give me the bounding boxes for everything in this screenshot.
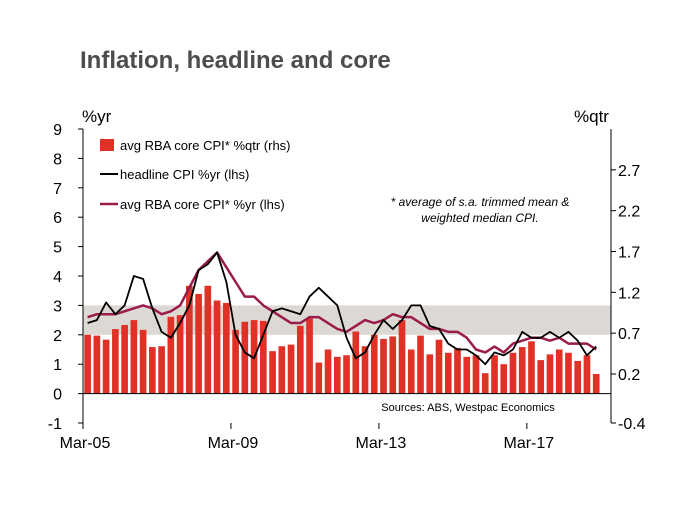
- bar-core-qtr-50: [546, 354, 554, 394]
- x-tick-label: Mar-13: [356, 435, 407, 452]
- bar-core-qtr-4: [121, 325, 128, 394]
- bar-core-qtr-2: [102, 339, 110, 394]
- bar-core-qtr-6: [139, 329, 147, 394]
- bar-core-qtr-53: [574, 360, 582, 394]
- axes: [78, 128, 616, 429]
- line-headline-yr: [87, 251, 597, 366]
- bar-core-qtr-38: [435, 339, 443, 394]
- bar-core-qtr-46: [509, 352, 517, 394]
- bar-core-qtr-10: [176, 315, 184, 394]
- right-tick-label: 2.2: [618, 204, 640, 221]
- note-line-2: weighted median CPI.: [421, 211, 538, 225]
- bar-core-qtr-33: [389, 336, 397, 394]
- bar-core-qtr-30: [361, 346, 369, 394]
- legend-core-label: avg RBA core CPI* %yr (lhs): [120, 197, 285, 212]
- right-tick-label: 0.7: [618, 326, 640, 343]
- bar-core-qtr-25: [315, 362, 323, 394]
- bar-core-qtr-43: [481, 373, 489, 394]
- right-tick-label: 2.7: [618, 163, 640, 180]
- x-tick-label: Mar-05: [60, 435, 111, 452]
- right-tick-label: -0.4: [618, 416, 646, 433]
- bar-core-qtr-20: [269, 351, 276, 394]
- right-tick-label: 1.7: [618, 245, 640, 262]
- bar-core-qtr-26: [324, 349, 332, 394]
- bar-core-qtr-37: [426, 354, 434, 394]
- legend-bars-swatch: [100, 139, 114, 151]
- bar-core-qtr-23: [296, 325, 304, 394]
- legend-headline-label: headline CPI %yr (lhs): [120, 167, 249, 182]
- left-tick-label: 6: [53, 210, 62, 227]
- bar-core-qtr-54: [583, 355, 591, 394]
- left-axis-unit: %yr: [82, 107, 112, 126]
- left-tick-label: 9: [53, 122, 62, 139]
- bar-core-qtr-51: [555, 349, 563, 394]
- bar-core-qtr-24: [306, 318, 313, 394]
- bar-core-qtr-55: [592, 374, 600, 394]
- x-tick-label: Mar-09: [208, 435, 259, 452]
- right-tick-label: 0.2: [618, 367, 640, 384]
- bar-core-qtr-40: [454, 347, 461, 394]
- bar-core-qtr-42: [472, 355, 480, 394]
- bar-core-qtr-14: [213, 300, 221, 394]
- bar-core-qtr-34: [398, 320, 406, 394]
- left-tick-label: -1: [48, 416, 62, 433]
- left-tick-label: 0: [53, 387, 62, 404]
- bar-core-qtr-41: [463, 356, 471, 394]
- left-tick-label: 8: [53, 151, 62, 168]
- bar-core-qtr-11: [186, 285, 193, 394]
- bar-core-qtr-47: [518, 347, 526, 394]
- left-tick-label: 3: [53, 298, 62, 315]
- bar-core-qtr-35: [407, 349, 415, 394]
- bar-core-qtr-32: [380, 338, 387, 394]
- bar-core-qtr-48: [528, 341, 535, 394]
- bar-core-qtr-39: [444, 352, 452, 394]
- bar-core-qtr-8: [158, 346, 165, 394]
- bar-core-qtr-31: [370, 334, 378, 394]
- bar-core-qtr-28: [343, 355, 350, 394]
- right-axis-unit: %qtr: [574, 107, 609, 126]
- bar-core-qtr-9: [167, 316, 175, 394]
- bar-core-qtr-5: [130, 320, 138, 394]
- bar-core-qtr-19: [259, 320, 267, 394]
- bar-core-qtr-36: [417, 335, 424, 394]
- line-core-yr: [87, 251, 597, 354]
- note-line-1: * average of s.a. trimmed mean &: [391, 195, 570, 209]
- tick-labels: -1 0 1 2 3 4 5 6 7 8 9 -0.4 0.2 0.7 1.2 1.7 2.2 2.7 Mar-05…: [48, 122, 646, 452]
- chart-title: Inflation, headline and core: [80, 47, 391, 74]
- bar-core-qtr-17: [241, 321, 249, 394]
- bar-core-qtr-3: [112, 329, 119, 394]
- bar-core-qtr-21: [278, 346, 286, 394]
- bar-core-qtr-0: [84, 334, 91, 394]
- source-note: Sources: ABS, Westpac Economics: [381, 402, 555, 414]
- x-tick-label: Mar-17: [504, 435, 555, 452]
- left-tick-label: 5: [53, 240, 62, 257]
- bar-core-qtr-22: [287, 344, 295, 394]
- bar-core-qtr-44: [491, 355, 498, 394]
- bar-core-qtr-52: [565, 352, 572, 394]
- quarterly-core-bars: [84, 285, 600, 394]
- series-lines: [87, 251, 597, 366]
- bar-core-qtr-27: [333, 356, 341, 394]
- legend-bars-label: avg RBA core CPI* %qtr (rhs): [120, 138, 291, 153]
- bar-core-qtr-16: [232, 329, 239, 394]
- right-tick-label: 1.2: [618, 285, 640, 302]
- left-tick-label: 1: [53, 357, 62, 374]
- bar-core-qtr-7: [149, 347, 156, 394]
- legend: avg RBA core CPI* %qtr (rhs) headline CP…: [100, 138, 291, 212]
- bar-core-qtr-45: [500, 364, 508, 394]
- left-tick-label: 4: [53, 269, 62, 286]
- bar-core-qtr-1: [93, 335, 101, 394]
- bar-core-qtr-15: [223, 302, 230, 394]
- bar-core-qtr-29: [352, 331, 360, 394]
- bar-core-qtr-13: [204, 285, 212, 394]
- bar-core-qtr-12: [195, 293, 202, 394]
- left-tick-label: 2: [53, 328, 62, 345]
- bar-core-qtr-49: [537, 360, 545, 394]
- left-tick-label: 7: [53, 181, 62, 198]
